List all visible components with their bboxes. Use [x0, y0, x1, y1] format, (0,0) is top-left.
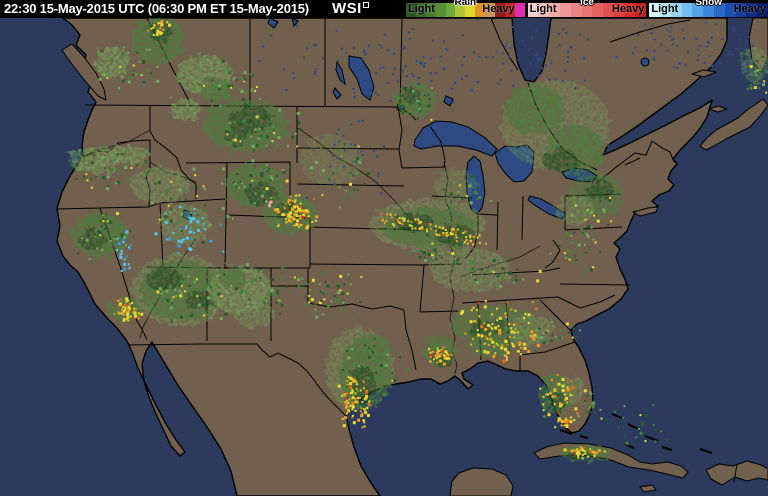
rain-light-label: Light — [408, 3, 435, 15]
lake-manitoba — [332, 87, 342, 100]
long-island — [632, 206, 659, 217]
snow-light-label: Light — [651, 3, 679, 15]
wsi-logo: WSI — [332, 0, 369, 17]
rain-heavy-label: Heavy — [482, 3, 515, 15]
snow-color-scale — [649, 3, 768, 17]
ice-color-scale — [527, 3, 647, 17]
rain-title: Rain — [454, 0, 477, 8]
timestamp-text: 22:30 15-May-2015 UTC (06:30 PM ET 15-Ma… — [4, 1, 309, 16]
us-mexico-border — [127, 343, 347, 417]
snow-heavy-label: Heavy — [733, 3, 767, 15]
bahamas-islands — [559, 413, 713, 454]
yucatan — [449, 467, 514, 496]
legend-snow: Snow Light Heavy — [649, 0, 768, 18]
legend-rain: Rain Light Heavy — [406, 0, 525, 18]
legend-ice: Ice Light Heavy — [527, 0, 647, 18]
lac-saint-jean — [640, 57, 650, 67]
lake-winnipegosis — [335, 60, 346, 86]
jamaica — [639, 484, 657, 493]
radar-speckles — [72, 18, 768, 460]
vancouver-island — [61, 43, 107, 101]
saskatchewan-lakes — [267, 18, 299, 29]
wsi-logo-text: WSI — [332, 0, 362, 17]
rain-color-scale — [406, 3, 525, 17]
ice-heavy-label: Heavy — [611, 3, 645, 15]
title-bar: 22:30 15-May-2015 UTC (06:30 PM ET 15-Ma… — [0, 0, 768, 18]
hispaniola — [705, 460, 768, 486]
anticosti-island — [691, 69, 717, 78]
ice-light-label: Light — [529, 3, 557, 15]
wsi-trademark-icon — [362, 2, 369, 8]
prince-edward-island — [708, 105, 728, 113]
snow-title: Snow — [695, 0, 723, 8]
ice-title: Ice — [580, 0, 594, 8]
lake-superior — [413, 120, 498, 157]
precip-legend: Rain Light Heavy Ice Light Heavy Snow Li… — [406, 0, 768, 18]
nova-scotia — [699, 98, 768, 151]
haiti-dr-border — [733, 463, 738, 483]
radar-map — [0, 18, 768, 496]
lake-nipigon — [443, 95, 454, 107]
